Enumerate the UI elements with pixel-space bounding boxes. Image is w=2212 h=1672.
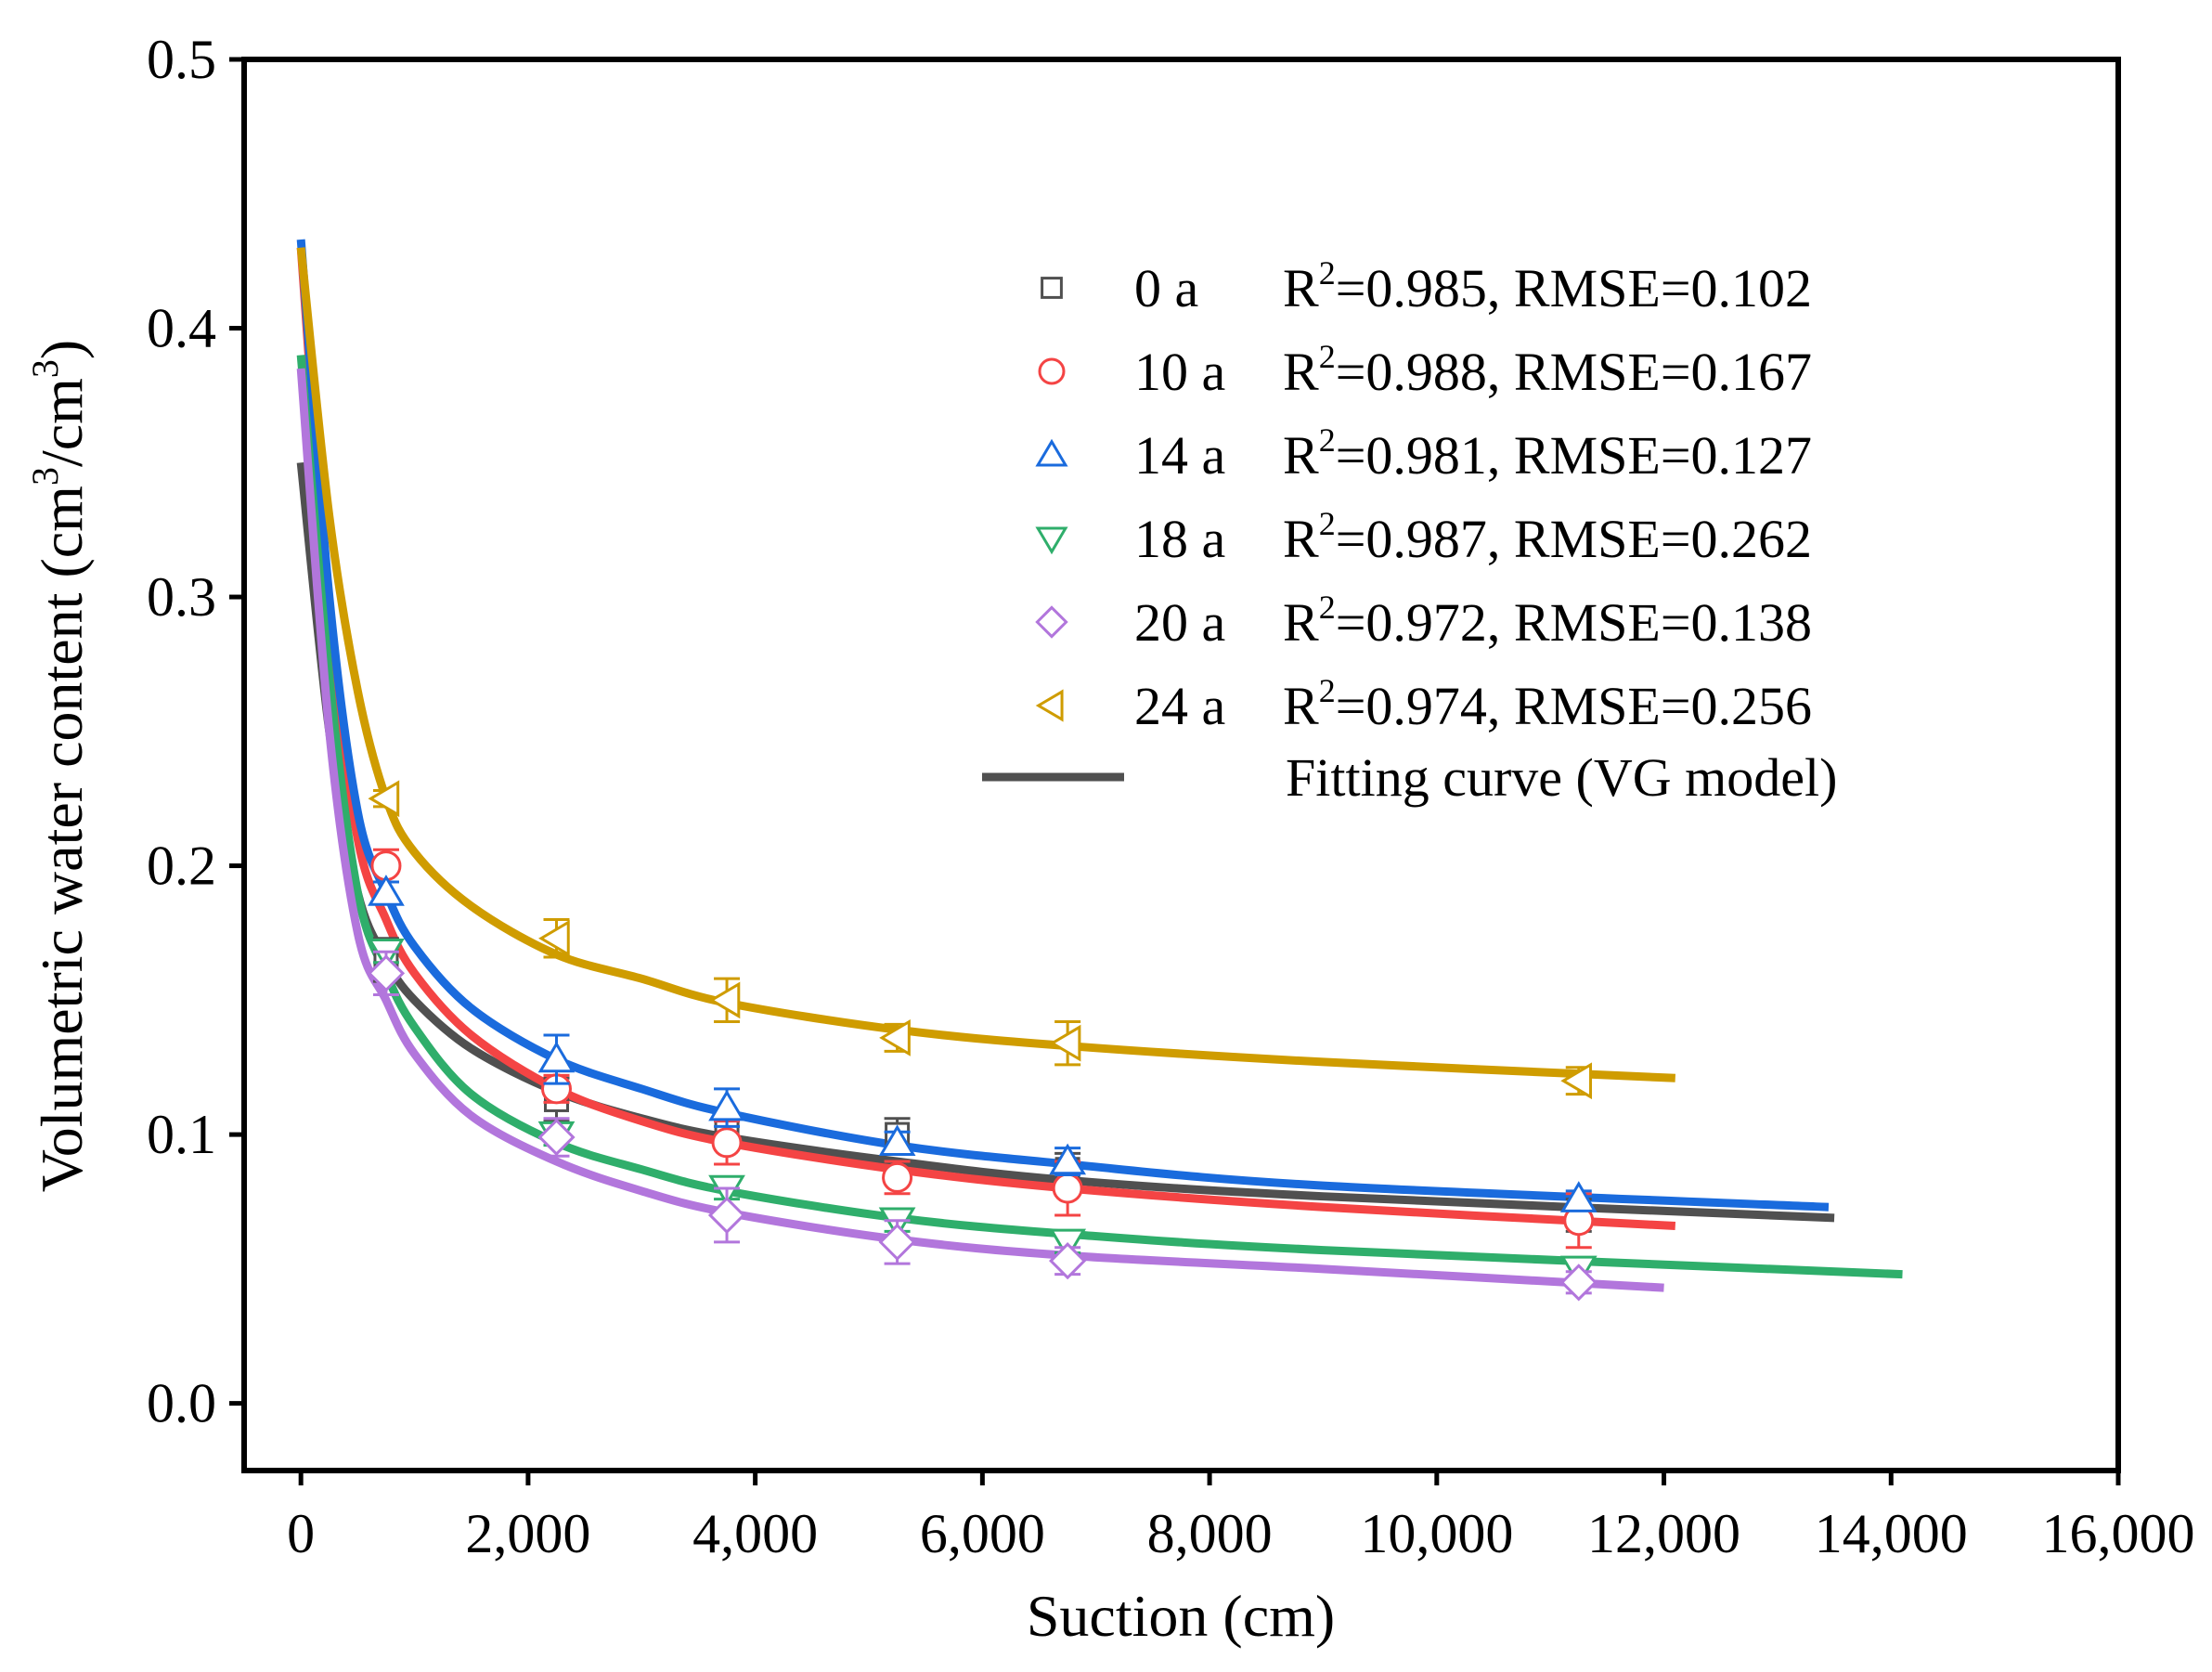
y-tick-label: 0.5 (147, 29, 216, 90)
legend-stats: R2=0.972, RMSE=0.138 (1283, 589, 1812, 653)
legend-marker (1035, 526, 1068, 555)
legend-item-14a: 14 a R2=0.981, RMSE=0.127 (1035, 421, 1812, 486)
y-tick-label: 0.0 (147, 1373, 216, 1434)
data-point (878, 1223, 916, 1262)
data-point (1049, 1024, 1081, 1062)
data-point (711, 1127, 743, 1159)
series-10a (370, 848, 1595, 1250)
data-point (367, 954, 406, 992)
legend-stats: R2=0.987, RMSE=0.262 (1283, 505, 1812, 569)
y-axis-ticks: 0.0 0.1 0.2 0.3 0.4 0.5 (147, 29, 244, 1434)
data-point (537, 1041, 576, 1073)
data-point (1052, 1173, 1083, 1204)
series-14a (368, 875, 1598, 1212)
x-axis-title: Suction (cm) (1027, 1583, 1335, 1649)
x-tick-label: 6,000 (920, 1503, 1045, 1564)
legend-item-10a: 10 a R2=0.988, RMSE=0.167 (1038, 338, 1812, 402)
data-points (367, 780, 1598, 1302)
fit-curve-14a (296, 239, 1830, 1212)
data-point (708, 1089, 745, 1121)
data-point (368, 780, 400, 818)
x-tick-label: 8,000 (1147, 1503, 1273, 1564)
data-point (537, 1118, 576, 1157)
data-point (368, 875, 405, 906)
series-24a (368, 780, 1593, 1100)
data-point (1559, 1181, 1598, 1212)
y-tick-label: 0.1 (147, 1104, 216, 1165)
plot-frame (241, 57, 2121, 1473)
legend-label: 24 a (1134, 676, 1225, 736)
x-tick-label: 14,000 (1815, 1503, 1968, 1564)
data-point (1559, 1264, 1598, 1302)
fit-curve-24a (296, 247, 1675, 1082)
series-20a (367, 950, 1598, 1302)
legend-marker (1035, 689, 1064, 722)
legend-label: 0 a (1134, 258, 1198, 318)
data-point (707, 1196, 746, 1235)
data-point (538, 919, 570, 957)
x-tick-label: 0 (287, 1503, 315, 1564)
legend-marker (1041, 277, 1063, 299)
y-tick-label: 0.4 (147, 298, 216, 359)
legend-label: 10 a (1134, 342, 1225, 402)
legend-item-24a: 24 a R2=0.974, RMSE=0.256 (1035, 672, 1812, 736)
legend-item-0a: 0 a R2=0.985, RMSE=0.102 (1041, 254, 1812, 318)
data-point (708, 981, 741, 1019)
data-point (879, 1018, 911, 1056)
legend-stats: R2=0.985, RMSE=0.102 (1283, 254, 1812, 318)
legend-stats: R2=0.981, RMSE=0.127 (1283, 421, 1812, 486)
legend: 0 a R2=0.985, RMSE=0.102 10 a R2=0.988, RMS… (982, 254, 1837, 808)
x-axis-ticks: 0 2,000 4,000 6,000 8,000 10,000 12,000 14,000 1… (287, 1471, 2195, 1564)
legend-label: 14 a (1134, 425, 1225, 486)
legend-marker (1035, 605, 1068, 639)
legend-stats: R2=0.974, RMSE=0.256 (1283, 672, 1812, 736)
data-point (1049, 1143, 1087, 1175)
legend-item-18a: 18 a R2=0.987, RMSE=0.262 (1035, 505, 1812, 569)
legend-label: 18 a (1134, 509, 1225, 569)
y-tick-label: 0.3 (147, 566, 216, 628)
legend-marker (1038, 357, 1066, 385)
fit-curve-18a (296, 355, 1903, 1279)
data-point (882, 1161, 913, 1193)
x-tick-label: 12,000 (1587, 1503, 1740, 1564)
fit-curve-20a (296, 368, 1664, 1292)
legend-marker (1035, 438, 1068, 467)
y-tick-label: 0.2 (147, 836, 216, 897)
x-tick-label: 16,000 (2042, 1503, 2195, 1564)
legend-label: 20 a (1134, 592, 1225, 653)
legend-fit-label: Fitting curve (VG model) (1286, 747, 1837, 808)
x-tick-label: 2,000 (465, 1503, 590, 1564)
data-point (878, 1124, 916, 1157)
data-point (1049, 1242, 1087, 1280)
fit-curves (296, 239, 1903, 1292)
legend-item-20a: 20 a R2=0.972, RMSE=0.138 (1035, 589, 1812, 653)
x-tick-label: 4,000 (692, 1503, 818, 1564)
data-point (1560, 1062, 1593, 1100)
y-axis-title: Volumetric water content (cm3/cm3) (24, 340, 95, 1193)
fit-curve-0a (296, 461, 1835, 1223)
x-tick-label: 10,000 (1360, 1503, 1513, 1564)
legend-item-fit: Fitting curve (VG model) (982, 747, 1837, 808)
legend-stats: R2=0.988, RMSE=0.167 (1283, 338, 1812, 402)
